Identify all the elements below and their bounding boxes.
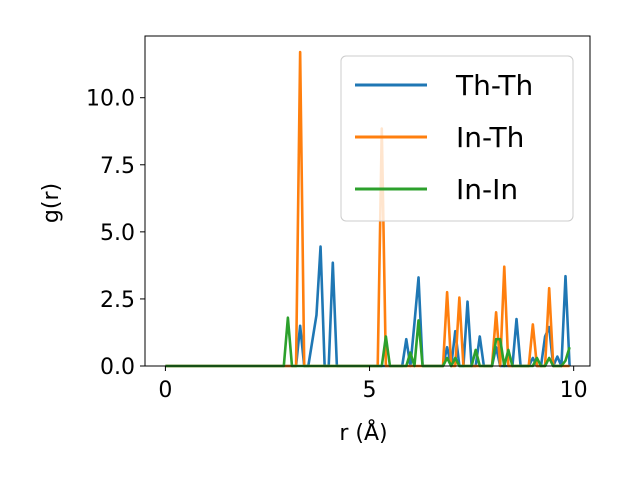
axes-layer: 0 5 10 0.0 2.5 5.0 7.5 10.0 r (Å) g(r): [39, 35, 591, 446]
legend-box: [340, 55, 574, 222]
x-tick-label: 5: [363, 378, 377, 403]
y-tick-label: 7.5: [100, 154, 135, 179]
y-tick-label: 0.0: [100, 355, 135, 380]
x-tick-label: 10: [560, 378, 588, 403]
x-tick-label: 0: [158, 378, 172, 403]
y-tick-label: 10.0: [86, 87, 135, 112]
y-tick-label: 5.0: [100, 221, 135, 246]
legend-label-in-in: In-In: [456, 173, 518, 206]
y-axis-title: g(r): [39, 183, 64, 223]
legend: Th-Th In-Th In-In: [340, 55, 574, 222]
y-tick-label: 2.5: [100, 288, 135, 313]
x-axis-title: r (Å): [339, 419, 387, 446]
legend-label-th-th: Th-Th: [455, 69, 533, 102]
legend-label-in-th: In-Th: [456, 121, 524, 154]
plot-frame: [144, 35, 591, 367]
